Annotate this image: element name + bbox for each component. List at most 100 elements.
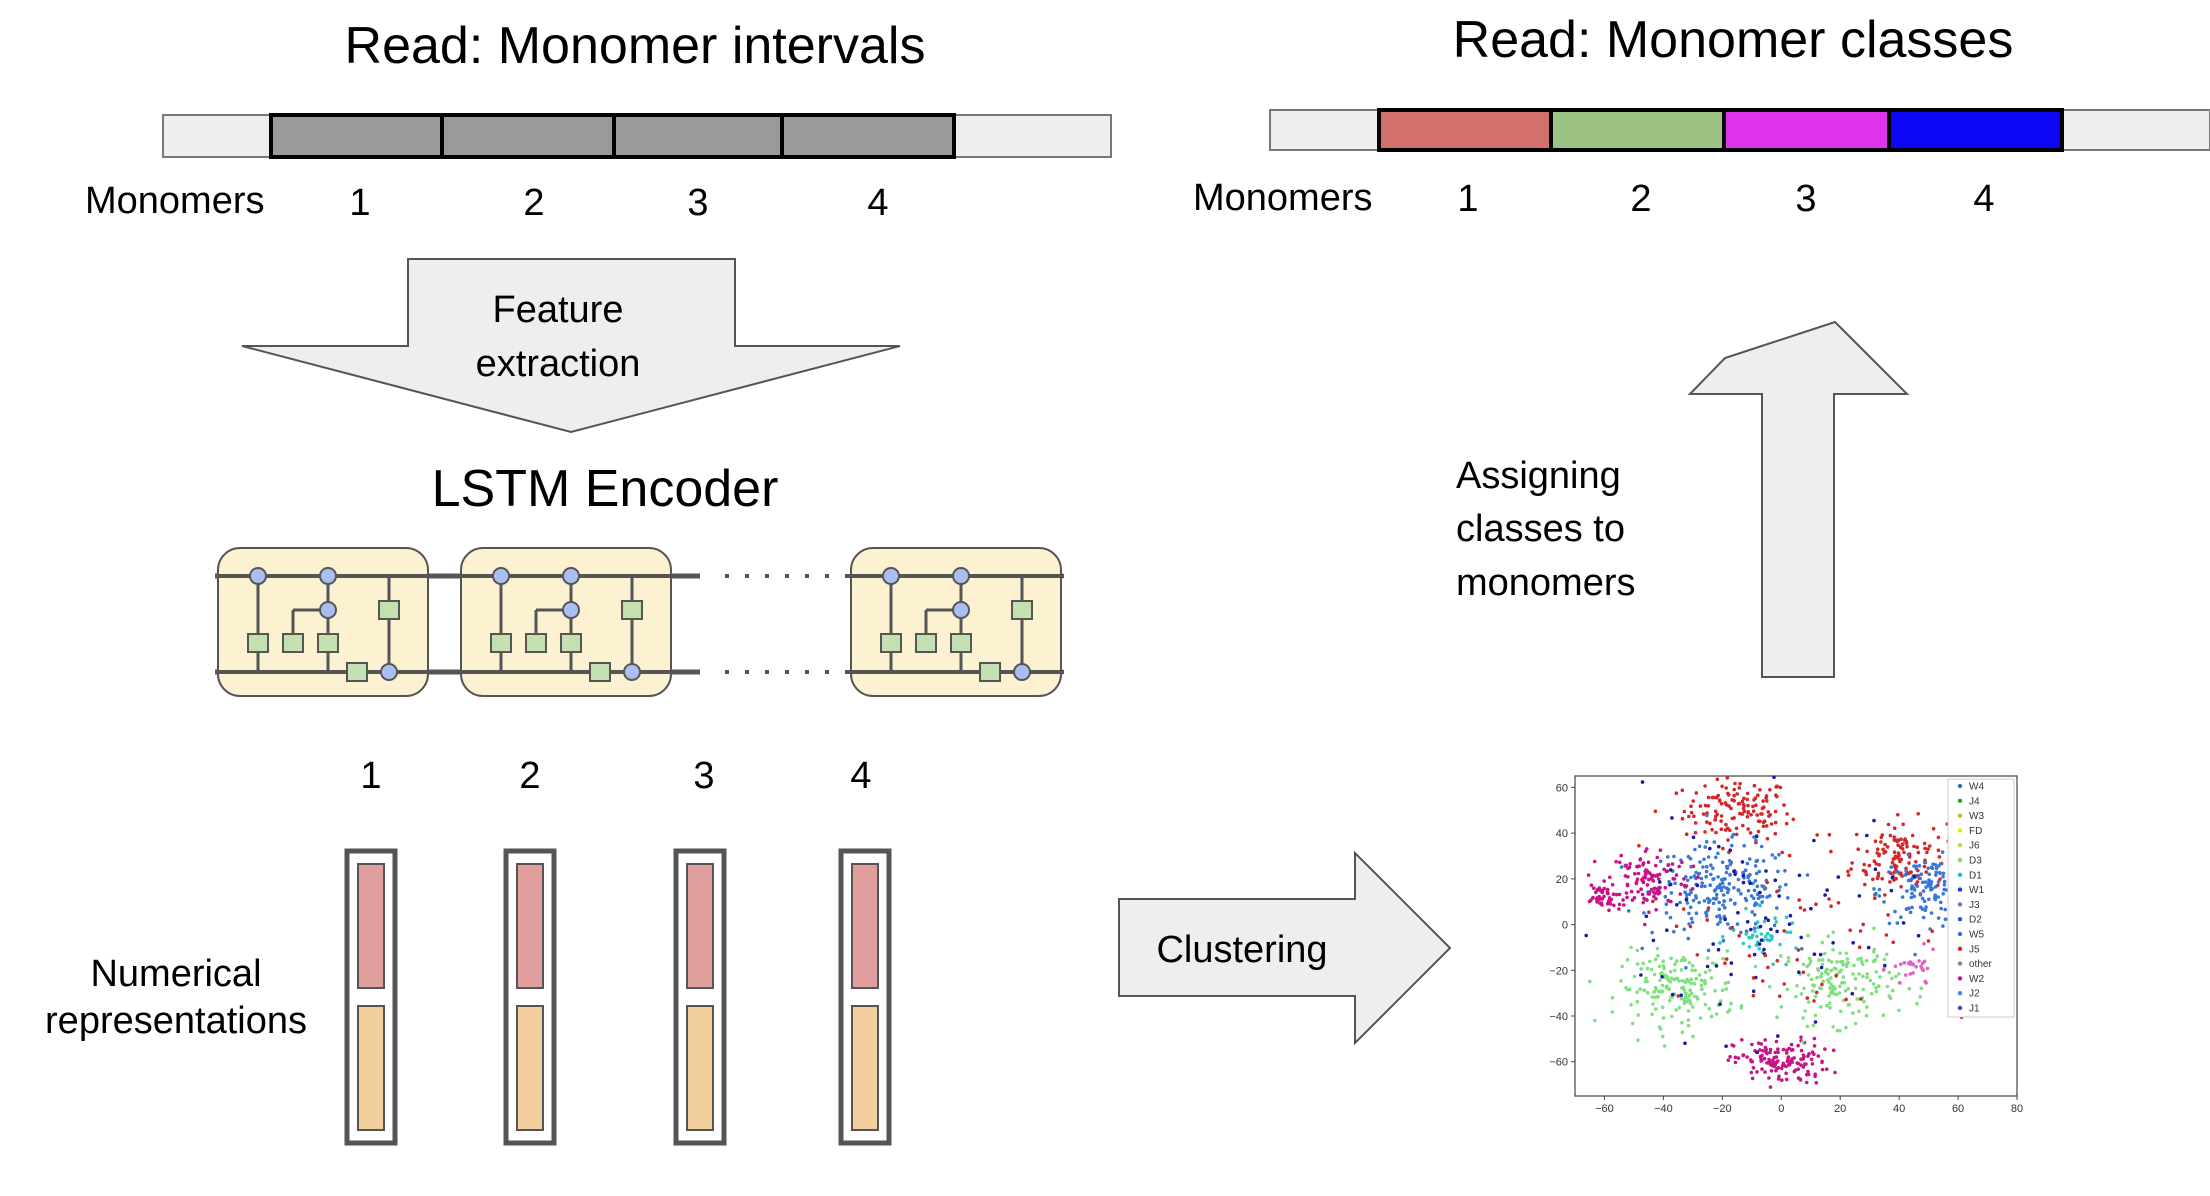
legend-marker <box>1957 931 1963 937</box>
scatter-point <box>1653 809 1658 814</box>
scatter-point <box>1918 905 1923 909</box>
legend-label: D1 <box>1969 870 1982 881</box>
class-segment-1 <box>1377 108 1553 152</box>
scatter-point <box>1874 989 1879 994</box>
scatter-point <box>1726 791 1730 796</box>
scatter-point <box>1902 961 1907 965</box>
scatter-point <box>1749 927 1753 932</box>
scatter-point <box>1714 892 1719 897</box>
scatter-point <box>1809 959 1813 963</box>
scatter-point <box>1677 864 1681 869</box>
scatter-point <box>1864 1013 1869 1018</box>
scatter-point <box>1922 864 1927 869</box>
scatter-point <box>1763 934 1768 939</box>
scatter-point <box>1766 918 1771 923</box>
lstm-cell <box>215 547 431 697</box>
scatter-point <box>1745 861 1750 866</box>
scatter-point <box>1605 901 1610 906</box>
scatter-point <box>1859 997 1863 1001</box>
scatter-point <box>1892 826 1897 830</box>
scatter-point <box>1933 885 1938 889</box>
scatter-point <box>1813 994 1818 999</box>
scatter-point <box>1680 1020 1684 1025</box>
scatter-point <box>1641 961 1645 966</box>
scatter-point <box>1725 886 1729 890</box>
scatter-point <box>1591 895 1595 900</box>
scatter-point <box>1716 947 1721 952</box>
legend-marker <box>1957 902 1963 907</box>
class-segment-3 <box>1722 108 1891 152</box>
scatter-point <box>1621 898 1625 902</box>
scatter-point <box>1814 902 1818 906</box>
scatter-point <box>1682 1001 1687 1005</box>
scatter-point <box>1892 838 1896 842</box>
scatter-point <box>1736 888 1741 893</box>
legend-marker <box>1957 917 1963 922</box>
legend-label: W3 <box>1969 811 1984 822</box>
scatter-point <box>1775 958 1780 963</box>
scatter-point <box>1753 929 1757 933</box>
legend-label: D3 <box>1969 856 1982 867</box>
scatter-point <box>1883 963 1887 968</box>
scatter-point <box>1754 838 1758 842</box>
scatter-point <box>1776 869 1780 874</box>
monomers-label-right: Monomers <box>1193 177 1373 219</box>
scatter-point <box>1635 948 1640 953</box>
scatter-point <box>1874 986 1878 990</box>
scatter-point <box>1774 1039 1779 1044</box>
legend-marker <box>1957 887 1963 892</box>
scatter-point <box>1886 822 1891 827</box>
scatter-point <box>1732 902 1737 906</box>
scatter-point <box>1726 1058 1731 1062</box>
scatter-point <box>1647 910 1651 914</box>
scatter-point <box>1625 957 1630 962</box>
scatter-point <box>1614 892 1619 897</box>
scatter-point <box>1655 873 1660 877</box>
scatter-point <box>1680 860 1684 865</box>
y-tick-label: 40 <box>1556 828 1568 840</box>
scatter-point <box>1798 906 1803 910</box>
scatter-point <box>1904 869 1908 873</box>
scatter-legend: W4 J4 W3 FD J6 D3 D1 W1 J3 D2 W5 J5 other W2 J2 J1 <box>1947 778 2015 1018</box>
scatter-point <box>1707 968 1712 973</box>
scatter-point <box>1805 964 1809 969</box>
scatter-point <box>1904 973 1908 977</box>
scatter-point <box>1749 894 1754 898</box>
scatter-point <box>1753 964 1758 969</box>
scatter-point <box>1909 895 1914 900</box>
scatter-point <box>1862 999 1866 1004</box>
scatter-point <box>1760 979 1765 983</box>
scatter-point <box>1902 850 1906 855</box>
scatter-point <box>1915 880 1920 884</box>
scatter-point <box>1687 960 1692 965</box>
scatter-point <box>1724 870 1729 875</box>
legend-label: W2 <box>1969 974 1984 985</box>
scatter-point <box>1721 956 1725 961</box>
scatter-point <box>1690 964 1695 968</box>
scatter-point <box>1734 832 1739 837</box>
scatter-point <box>1754 834 1759 838</box>
scatter-point <box>1912 844 1916 849</box>
scatter-point <box>1644 976 1648 980</box>
scatter-point <box>1741 873 1746 878</box>
scatter-point <box>1630 1021 1635 1026</box>
scatter-point <box>1667 879 1671 884</box>
scatter-point <box>1725 949 1730 953</box>
lstm-gate <box>979 662 1001 682</box>
scatter-point <box>1876 871 1881 876</box>
scatter-point <box>1623 864 1628 868</box>
scatter-point <box>1819 1005 1823 1009</box>
scatter-point <box>1729 972 1733 977</box>
scatter-point <box>1691 864 1696 869</box>
scatter-point <box>1910 905 1914 910</box>
scatter-point <box>1812 1036 1817 1041</box>
scatter-point <box>1918 876 1922 881</box>
scatter-point <box>1735 922 1740 926</box>
scatter-point <box>1931 947 1935 952</box>
scatter-point <box>1884 933 1889 937</box>
scatter-point <box>1780 850 1784 855</box>
lstm-pointwise-op <box>623 663 641 681</box>
scatter-point <box>1769 937 1774 941</box>
scatter-point <box>1751 989 1756 993</box>
scatter-point <box>1837 991 1842 995</box>
